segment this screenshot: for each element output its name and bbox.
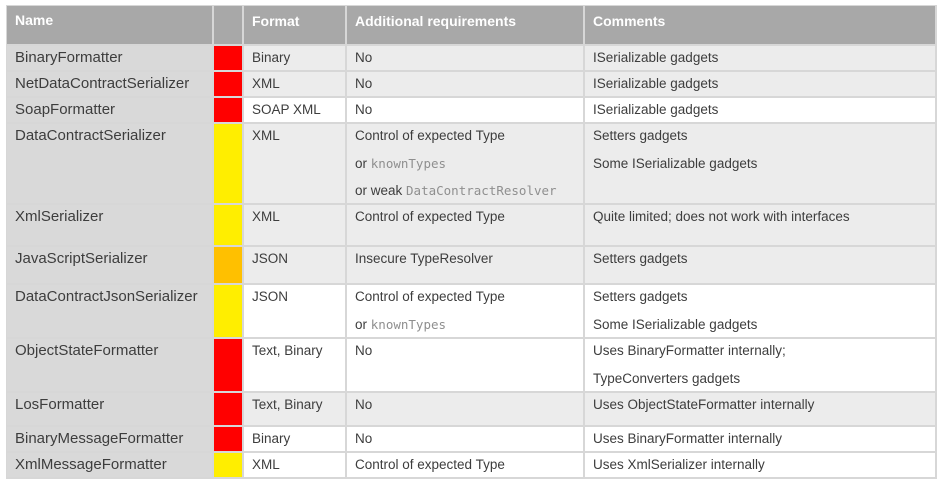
format-cell: JSON [244,285,345,338]
serializer-name-cell: XmlSerializer [7,205,212,246]
code-text: DataContractResolver [406,183,557,199]
table-row: SoapFormatter SOAP XML No ISerializable gad… [7,97,935,122]
serializer-name-cell: DataContractJsonSerializer [7,285,212,338]
comments-cell: Uses ObjectStateFormatter internally [585,392,935,425]
comments-cell: Uses BinaryFormatter internally [585,426,935,451]
table-row: BinaryMessageFormatter Binary No Uses Binar… [7,426,935,451]
risk-swatch [214,205,242,246]
risk-swatch [214,46,242,70]
serializers-table: Name Format Additional requirements Comm… [6,5,937,479]
serializer-name-cell: DataContractSerializer [7,123,212,204]
requirements-cell: No [347,392,583,425]
format-cell: JSON [244,247,345,284]
comments-cell: Quite limited; does not work with interf… [585,205,935,246]
comments-cell: Uses XmlSerializer internally [585,452,935,477]
requirements-cell: No [347,71,583,96]
table-row: NetDataContractSerializer XML No ISerializa… [7,71,935,96]
risk-swatch [214,247,242,284]
risk-swatch [214,97,242,122]
table-row: BinaryFormatter Binary No ISerializable gad… [7,46,935,70]
serializer-name-cell: SoapFormatter [7,97,212,122]
comments-cell: Setters gadgets [585,247,935,284]
header-comments: Comments [585,6,935,44]
table-row: LosFormatter Text, Binary No Uses ObjectSta… [7,392,935,425]
comments-cell: Uses BinaryFormatter internally; TypeConv… [585,339,935,391]
serializer-name-cell: XmlMessageFormatter [7,452,212,477]
requirements-cell: No [347,339,583,391]
comments-cell: Setters gadgets Some ISerializable gadget… [585,123,935,204]
serializer-name-cell: ObjectStateFormatter [7,339,212,391]
page: Name Format Additional requirements Comm… [6,5,937,479]
table-header-row: Name Format Additional requirements Comm… [7,6,935,44]
serializer-name-cell: BinaryMessageFormatter [7,426,212,451]
table-row: JavaScriptSerializer JSON Insecure TypeRes… [7,247,935,284]
table-row: XmlSerializer XML Control of expected Type… [7,205,935,246]
risk-swatch [214,426,242,451]
comments-cell: ISerializable gadgets [585,71,935,96]
requirements-cell: Control of expected Type [347,205,583,246]
code-text: knownTypes [370,155,447,171]
header-name: Name [7,6,212,44]
format-cell: SOAP XML [244,97,345,122]
requirements-cell: No [347,97,583,122]
format-cell: Binary [244,46,345,70]
format-cell: XML [244,71,345,96]
serializer-name-cell: JavaScriptSerializer [7,247,212,284]
format-cell: XML [244,123,345,204]
table-row: DataContractSerializer XML Control of expe… [7,123,935,204]
risk-swatch [214,71,242,96]
format-cell: Text, Binary [244,339,345,391]
requirements-cell: Control of expected Type [347,452,583,477]
format-cell: XML [244,205,345,246]
risk-swatch [214,452,242,477]
requirements-cell: Control of expected Type or knownTypes [347,285,583,338]
requirements-cell: No [347,426,583,451]
table-row: ObjectStateFormatter Text, Binary No Uses B… [7,339,935,391]
serializer-name-cell: LosFormatter [7,392,212,425]
header-risk-swatch [214,6,242,44]
risk-swatch [214,392,242,425]
format-cell: XML [244,452,345,477]
risk-swatch [214,285,242,338]
comments-cell: ISerializable gadgets [585,46,935,70]
table-row: XmlMessageFormatter XML Control of expecte… [7,452,935,477]
requirements-cell: Insecure TypeResolver [347,247,583,284]
header-format: Format [244,6,345,44]
risk-swatch [214,339,242,391]
format-cell: Binary [244,426,345,451]
table-row: DataContractJsonSerializer JSON Control of… [7,285,935,338]
risk-swatch [214,123,242,204]
requirements-cell: Control of expected Type or knownTypes or … [347,123,583,204]
serializer-name-cell: BinaryFormatter [7,46,212,70]
requirements-cell: No [347,46,583,70]
comments-cell: ISerializable gadgets [585,97,935,122]
code-text: knownTypes [370,317,447,333]
comments-cell: Setters gadgets Some ISerializable gadget… [585,285,935,338]
serializer-name-cell: NetDataContractSerializer [7,71,212,96]
format-cell: Text, Binary [244,392,345,425]
header-additional-requirements: Additional requirements [347,6,583,44]
